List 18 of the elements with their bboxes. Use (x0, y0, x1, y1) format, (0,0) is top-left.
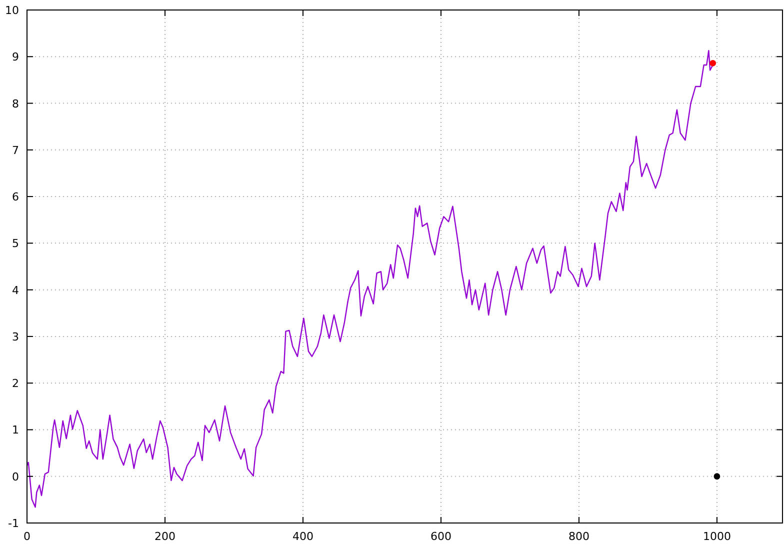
x-tick-label: 200 (154, 530, 176, 543)
x-tick-label: 0 (24, 530, 30, 543)
y-tick-label: 10 (5, 4, 19, 17)
x-tick-label: 600 (430, 530, 452, 543)
y-tick-label: 7 (12, 144, 19, 157)
y-tick-label: 9 (12, 50, 19, 64)
x-tick-label: 800 (568, 530, 590, 543)
y-tick-label: 2 (12, 377, 19, 390)
y-tick-label: 4 (12, 284, 19, 297)
y-tick-label: 8 (12, 97, 19, 110)
y-tick-label: -1 (8, 517, 19, 530)
y-tick-label: 6 (12, 190, 19, 204)
x-tick-label: 1000 (702, 530, 731, 543)
y-tick-label: 1 (12, 424, 19, 437)
y-tick-label: 0 (12, 470, 19, 484)
x-tick-label: 400 (292, 530, 314, 543)
y-tick-label: 5 (12, 237, 19, 250)
y-tick-label: 3 (12, 330, 19, 344)
